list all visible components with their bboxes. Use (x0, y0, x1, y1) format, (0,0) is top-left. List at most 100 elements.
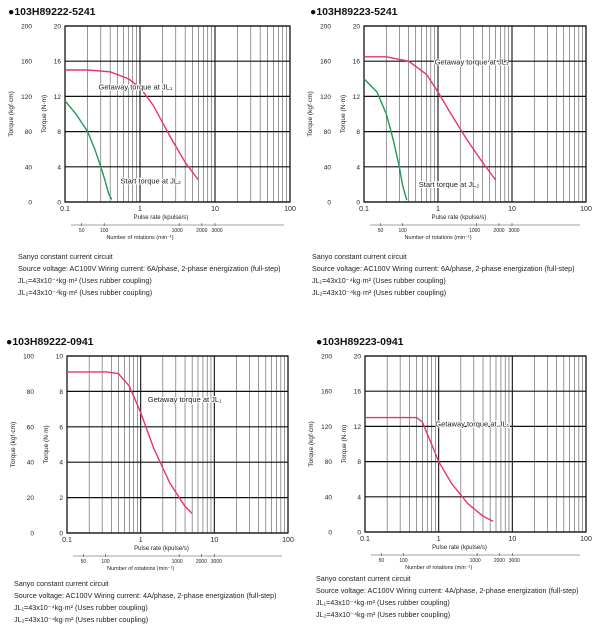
y-tick-label-inner: 16 (354, 389, 362, 396)
y-axis-title-inner: Torque (N·m) (41, 95, 48, 133)
chart-notes: Sanyo constant current circuit Source vo… (316, 573, 578, 621)
getaway-torque-curve (364, 56, 497, 181)
start-torque-curve (64, 100, 113, 200)
x-axis-title: Pulse rate (kpulse/s) (134, 215, 189, 221)
chart-title-text: ●103H89223-0941 (316, 336, 404, 348)
y-tick-label-inner: 4 (356, 164, 360, 171)
getaway-torque-curve (365, 416, 494, 523)
note-circuit: Sanyo constant current circuit (14, 579, 109, 588)
getaway-torque-label: Getaway torque at JL₁ (148, 395, 222, 404)
chart-title-text: ●103H89223-5241 (310, 6, 398, 18)
y-axis-title-outer: Torque (kgf·cm) (8, 91, 15, 137)
note-source: Source voltage: AC100V Wiring current: 4… (316, 586, 579, 595)
rpm-tick-label: 50 (379, 558, 385, 564)
y-tick-label-outer: 80 (324, 129, 332, 136)
getaway-torque-label: Getaway torque at JL₁ (435, 58, 509, 67)
plot-frame (66, 355, 289, 534)
x-tick-label: 0.1 (60, 206, 70, 213)
chart-panel-4: ●103H89223-0941 0 0 4 40 8 80 12 120 16 160 20 200 T… (300, 330, 600, 629)
rpm-tick-label: 100 (398, 228, 407, 234)
y-tick-label-inner: 2 (59, 495, 63, 502)
getaway-torque-label: Getaway torque at JL₁ (99, 82, 173, 91)
rpm-axis-title: Number of rotations (min⁻¹) (404, 235, 471, 241)
y-tick-label-inner: 4 (59, 460, 63, 467)
getaway-torque-curve (67, 371, 193, 514)
chart-svg: 0 0 4 40 8 80 12 120 16 160 20 200 Torque (N·m) Torqu… (8, 24, 296, 242)
y-tick-label-outer: 40 (325, 494, 333, 501)
chart-title-text: ●103H89222-5241 (8, 6, 96, 18)
note-circuit: Sanyo constant current circuit (312, 252, 407, 261)
rpm-tick-label: 50 (378, 228, 384, 234)
chart-panel-2: ●103H89223-5241 0 0 4 40 8 80 12 120 16 160 20 200 T… (300, 0, 600, 310)
rpm-tick-label: 2000 (493, 228, 504, 234)
y-tick-label-outer: 100 (23, 354, 34, 361)
y-tick-label-outer: 160 (321, 389, 332, 396)
chart-svg: 0 0 4 40 8 80 12 120 16 160 20 200 Torque (N·m) Torqu… (307, 24, 592, 242)
x-tick-label: 10 (210, 537, 218, 544)
rpm-tick-label: 2000 (494, 558, 505, 564)
y-tick-label-outer: 20 (27, 495, 35, 502)
y-tick-label-inner: 20 (353, 24, 361, 31)
rpm-tick-label: 1000 (470, 558, 481, 564)
note-jl1: JL₁=43x10⁻⁴kg·m² (Uses rubber coupling) (18, 276, 152, 285)
y-tick-label-inner: 10 (56, 354, 64, 361)
note-jl2: JL₂=43x10⁻⁴kg·m² (Uses rubber coupling) (312, 288, 447, 297)
note-source: Source voltage: AC100V Wiring current: 6… (18, 264, 281, 273)
plot-frame (364, 355, 587, 533)
y-tick-label-inner: 6 (59, 424, 63, 431)
y-tick-label-outer: 120 (320, 94, 331, 101)
rpm-tick-label: 1000 (469, 228, 480, 234)
note-jl1: JL₁=43x10⁻⁴kg·m² (Uses rubber coupling) (316, 598, 450, 607)
y-tick-label-inner: 8 (356, 129, 360, 136)
y-tick-label-inner: 8 (357, 459, 361, 466)
x-axis-title: Pulse rate (kpulse/s) (432, 545, 487, 551)
y-tick-label-outer: 40 (25, 164, 33, 171)
y-tick-label-inner: 0 (357, 530, 361, 537)
rpm-tick-label: 1000 (172, 228, 183, 234)
note-jl1: JL₁=43x10⁻⁴kg·m² (Uses rubber coupling) (312, 276, 446, 285)
rpm-tick-label: 3000 (508, 228, 519, 234)
rpm-axis-title: Number of rotations (min⁻¹) (405, 565, 472, 571)
y-tick-label-outer: 120 (321, 424, 332, 431)
y-axis-title-outer: Torque (kgf·cm) (10, 422, 17, 468)
chart-title: ●103H89222-5241 (8, 6, 96, 18)
y-axis-title-inner: Torque (N·m) (43, 425, 50, 463)
note-circuit: Sanyo constant current circuit (18, 252, 113, 261)
y-tick-label-inner: 12 (353, 94, 361, 101)
chart-title-text: ●103H89222-0941 (6, 336, 94, 348)
y-axis-title-inner: Torque (N·m) (340, 95, 347, 133)
plot-frame (64, 25, 291, 203)
x-tick-label: 1 (138, 206, 142, 213)
note-source: Source voltage: AC100V Wiring current: 4… (14, 591, 277, 600)
y-tick-label-outer: 200 (321, 354, 332, 361)
y-tick-label-outer: 200 (320, 24, 331, 31)
x-tick-label: 10 (508, 536, 516, 543)
x-tick-label: 10 (211, 206, 219, 213)
y-tick-label-outer: 80 (325, 459, 333, 466)
chart-svg: 0 0 4 40 8 80 12 120 16 160 20 200 Torque (N·m) Torqu… (308, 354, 592, 572)
y-tick-label-inner: 4 (57, 164, 61, 171)
x-tick-label: 100 (282, 537, 294, 544)
start-torque-label: Start torque at JL₂ (121, 177, 182, 186)
getaway-torque-curve (65, 69, 199, 181)
x-tick-label: 1 (437, 536, 441, 543)
y-tick-label-outer: 160 (320, 59, 331, 66)
start-torque-label: Start torque at JL₂ (419, 180, 480, 189)
y-tick-label-outer: 160 (21, 59, 32, 66)
rpm-tick-label: 3000 (211, 228, 222, 234)
y-tick-label-outer: 80 (27, 389, 35, 396)
chart-title: ●103H89223-5241 (310, 6, 398, 18)
y-tick-label-outer: 60 (27, 424, 35, 431)
note-jl2: JL₂=43x10⁻⁴kg·m² (Uses rubber coupling) (14, 615, 149, 624)
note-jl1: JL₁=43x10⁻⁴kg·m² (Uses rubber coupling) (14, 603, 148, 612)
x-axis-title: Pulse rate (kpulse/s) (134, 546, 189, 552)
chart-title: ●103H89222-0941 (6, 336, 94, 348)
chart-title: ●103H89223-0941 (316, 336, 404, 348)
note-source: Source voltage: AC100V Wiring current: 6… (312, 264, 575, 273)
y-tick-label-outer: 40 (27, 460, 35, 467)
x-tick-label: 10 (508, 206, 516, 213)
y-tick-label-inner: 16 (54, 59, 62, 66)
chart-notes: Sanyo constant current circuit Source vo… (312, 251, 574, 299)
chart-notes: Sanyo constant current circuit Source vo… (18, 251, 280, 299)
y-tick-label-inner: 12 (354, 424, 362, 431)
